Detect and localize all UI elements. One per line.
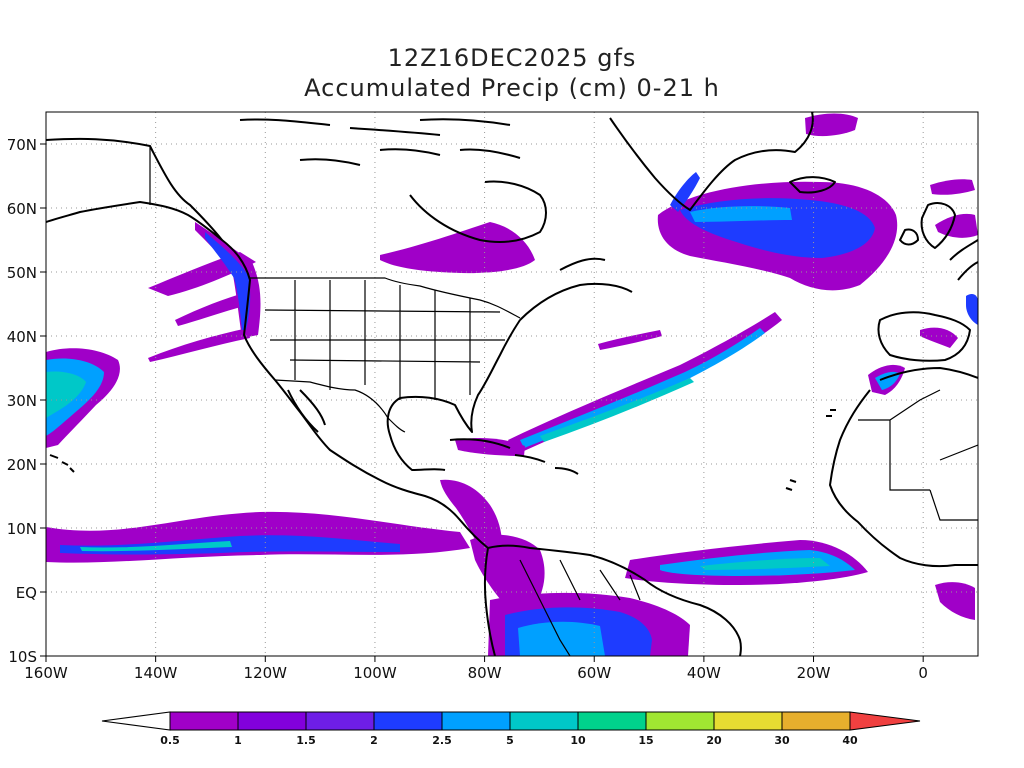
coastlines — [46, 112, 978, 656]
colorbar-box — [577, 711, 647, 731]
coast-maritimes — [519, 257, 633, 321]
lon-tick-label: 40W — [687, 664, 721, 682]
coast-europe-north — [949, 239, 978, 281]
lat-tick-label: 40N — [7, 328, 37, 346]
coast-greenland — [609, 112, 814, 211]
precip-canada — [380, 222, 535, 274]
coast-africa — [829, 367, 978, 568]
coast-iberia — [877, 311, 971, 362]
precipitation-field — [46, 113, 978, 656]
coast-us-east — [386, 319, 521, 471]
lon-tick-label: 140W — [134, 664, 178, 682]
precip-mediterranean — [966, 294, 978, 325]
precip-caribbean — [455, 438, 525, 456]
coast-hawaii — [49, 454, 75, 473]
graticule — [45, 112, 978, 657]
lat-tick-label: 20N — [7, 456, 37, 474]
colorbar-box — [441, 711, 511, 731]
lat-tick-label: EQ — [16, 584, 37, 602]
coast-baja — [287, 389, 326, 433]
lat-tick-label: 10N — [7, 520, 37, 538]
colorbar-label: 5 — [506, 734, 514, 747]
precip-atlantic-front-core — [520, 328, 765, 448]
border-us-mexico — [274, 379, 406, 433]
lon-tick-label: 160W — [24, 664, 68, 682]
coast-south-america — [483, 544, 742, 656]
precip-greenland-coast — [670, 172, 700, 212]
colorbar-label: 1.5 — [296, 734, 316, 747]
colorbar-box — [373, 711, 443, 731]
precip-greenland-east — [930, 179, 975, 195]
colorbar-box — [781, 711, 851, 731]
colorbar-label: 1 — [234, 734, 242, 747]
latitude-axis: 70N 60N 50N 40N 30N 20N 10N EQ 10S — [7, 136, 46, 666]
lat-tick-label: 30N — [7, 392, 37, 410]
colorbar-box — [169, 711, 239, 731]
lon-tick-label: 100W — [353, 664, 397, 682]
precip-central-pacific-inner — [46, 371, 86, 418]
precip-pnw-streak-2 — [175, 292, 252, 326]
lat-tick-label: 50N — [7, 264, 37, 282]
coast-alaska — [46, 137, 223, 241]
lon-tick-label: 0 — [918, 664, 928, 682]
colorbar-label: 30 — [774, 734, 790, 747]
lon-tick-label: 80W — [468, 664, 502, 682]
precip-atlantic-front-inner — [540, 378, 694, 442]
coast-uk — [899, 202, 956, 249]
colorbar-label: 15 — [638, 734, 653, 747]
lat-tick-label: 60N — [7, 200, 37, 218]
colorbar-label: 0.5 — [160, 734, 180, 747]
colorbar-label: 2 — [370, 734, 378, 747]
colorbar-label: 2.5 — [432, 734, 452, 747]
precip-greenland-north — [805, 113, 858, 137]
coast-iceland — [789, 176, 836, 194]
precip-atlantic-streak — [598, 330, 662, 350]
colorbar-box — [509, 711, 579, 731]
colorbar-label: 20 — [706, 734, 722, 747]
coast-us-west — [221, 239, 489, 549]
colorbar: 0.5 1 1.5 2 2.5 5 10 15 20 30 40 — [101, 711, 921, 747]
precip-iberia — [920, 327, 958, 348]
precip-amazon-inner — [518, 621, 605, 656]
colorbar-box — [305, 711, 375, 731]
colorbar-box — [645, 711, 715, 731]
lat-tick-label: 10S — [8, 648, 37, 666]
colorbar-label: 40 — [842, 734, 858, 747]
precip-gulf-guinea — [935, 582, 975, 620]
lat-tick-label: 70N — [7, 136, 37, 154]
lon-tick-label: 20W — [797, 664, 831, 682]
map-subtitle: Accumulated Precip (cm) 0-21 h — [304, 74, 720, 102]
coast-arctic-islands — [239, 118, 521, 166]
precip-pnw-streak-3 — [148, 328, 250, 362]
coast-hudson-bay — [409, 180, 547, 243]
border-africa-countries — [858, 389, 978, 521]
precip-morocco-core — [875, 371, 900, 390]
border-us-canada — [250, 277, 521, 319]
precip-uk — [935, 213, 978, 238]
map-title: 12Z16DEC2025 gfs — [387, 44, 637, 72]
precip-itcz-atlantic-inner — [700, 558, 830, 570]
precip-north-atlantic-inner — [690, 206, 792, 222]
colorbar-box — [237, 711, 307, 731]
political-boundaries — [149, 146, 978, 656]
lon-tick-label: 60W — [577, 664, 611, 682]
precip-colombia — [470, 534, 545, 610]
colorbar-label: 10 — [570, 734, 586, 747]
longitude-axis: 160W 140W 120W 100W 80W 60W 40W 20W 0 — [24, 656, 928, 682]
coast-canary — [785, 409, 836, 491]
coast-cuba — [449, 438, 579, 475]
precip-itcz-pacific-inner — [80, 541, 232, 552]
colorbar-left-triangle — [101, 711, 171, 731]
plot-frame — [45, 111, 979, 657]
border-south-america — [519, 559, 641, 656]
colorbar-right-triangle — [849, 711, 921, 731]
colorbar-box — [713, 711, 783, 731]
border-us-states — [264, 280, 505, 400]
lon-tick-label: 120W — [244, 664, 288, 682]
